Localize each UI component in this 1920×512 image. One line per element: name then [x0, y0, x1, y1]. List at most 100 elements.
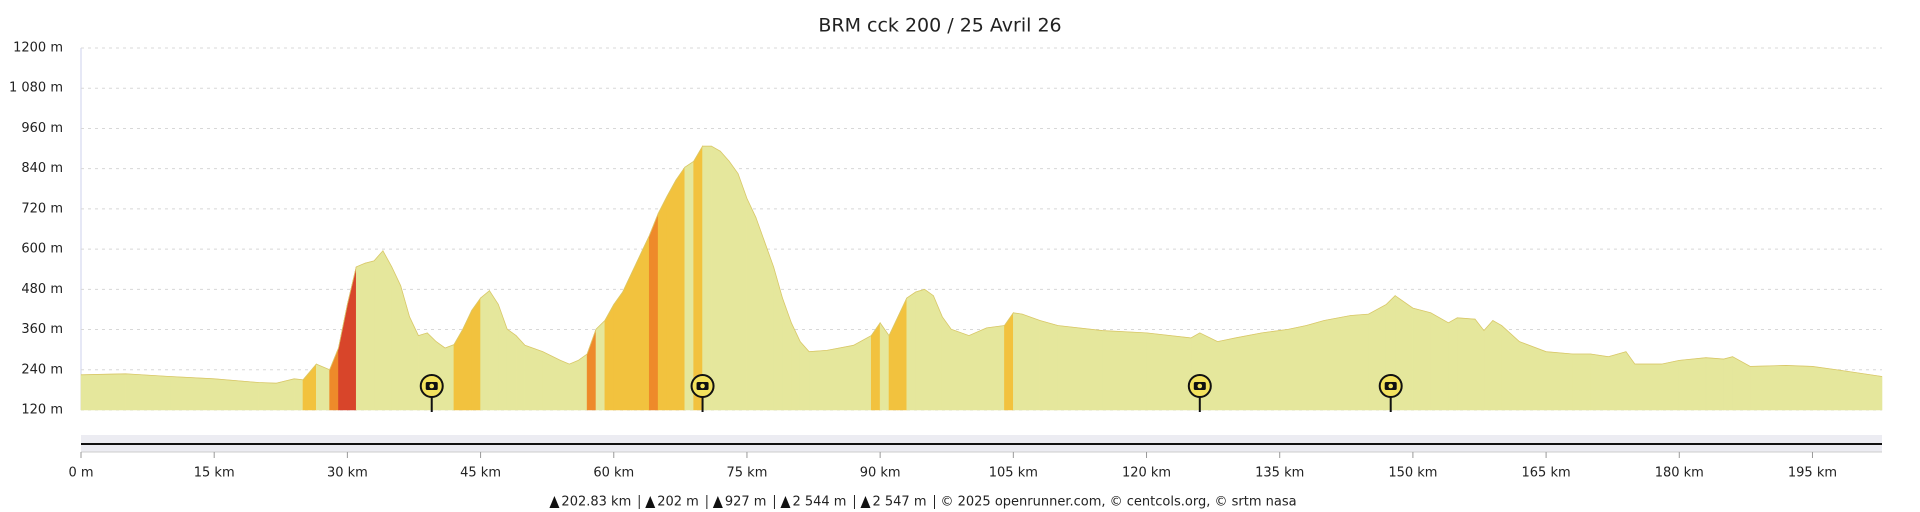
elevation-segment — [471, 297, 481, 411]
photo-marker[interactable] — [1187, 374, 1212, 412]
elevation-segment — [666, 179, 677, 411]
elevation-segment — [657, 196, 668, 411]
elevation-segment — [293, 378, 304, 411]
elevation-segment — [489, 289, 499, 411]
elevation-segment — [524, 344, 544, 411]
elevation-segment — [631, 254, 641, 411]
footer: 202.83 km 202 m 927 m 2 544 m 2 547 m © 2025 … — [549, 495, 1297, 510]
elevation-segment — [604, 304, 615, 411]
chart-title: BRM cck 200 / 25 Avril 26 — [818, 15, 1061, 37]
elevation-segment — [1146, 332, 1192, 411]
x-tick-label: 150 km — [1388, 466, 1437, 481]
elevation-area — [80, 145, 1883, 411]
elevation-segment — [737, 173, 748, 411]
elevation-segment — [338, 304, 348, 411]
elevation-segment — [80, 373, 126, 411]
elevation-segment — [1572, 353, 1591, 411]
x-tick-label: 30 km — [327, 466, 368, 481]
elevation-segment — [755, 217, 766, 411]
elevation-segment — [515, 334, 526, 411]
elevation-segment — [355, 262, 366, 411]
elevation-segment — [373, 249, 384, 411]
elevation-line — [80, 145, 1883, 384]
elevation-segment — [1190, 332, 1201, 411]
elevation-segment — [773, 266, 783, 411]
photo-marker[interactable] — [690, 374, 715, 412]
x-tick-label: 135 km — [1255, 466, 1304, 481]
elevation-segment — [506, 328, 517, 411]
elevation-segment — [462, 310, 472, 411]
footer-stat: 2 544 m — [792, 495, 846, 510]
elevation-segment — [1306, 320, 1325, 411]
elevation-segment — [915, 288, 925, 411]
elevation-segment — [1705, 357, 1724, 411]
elevation-segment — [764, 241, 774, 411]
elevation-segment — [1057, 325, 1103, 411]
elevation-segment — [498, 304, 508, 411]
elevation-segment — [782, 297, 792, 411]
stat-icon — [645, 496, 656, 508]
x-tick-label: 165 km — [1522, 466, 1571, 481]
elevation-segment — [1430, 312, 1449, 411]
elevation-segment — [1217, 337, 1236, 411]
camera-lens — [1197, 383, 1203, 389]
elevation-segment — [391, 266, 401, 411]
elevation-segment — [1519, 341, 1547, 411]
elevation-segment — [1590, 353, 1609, 411]
elevation-segment — [542, 351, 561, 411]
elevation-segment — [1013, 312, 1023, 411]
x-tick-label: 90 km — [860, 466, 901, 481]
camera-lens — [1388, 383, 1394, 389]
elevation-segment — [986, 325, 1005, 411]
camera-lens — [700, 383, 705, 389]
elevation-segment — [799, 340, 810, 411]
elevation-segment — [808, 350, 828, 411]
y-tick-label: 120 m — [21, 403, 63, 418]
elevation-segment — [258, 382, 277, 411]
photo-marker[interactable] — [1378, 374, 1403, 412]
elevation-segment — [1785, 365, 1813, 411]
elevation-segment — [364, 260, 375, 411]
y-tick-label: 480 m — [21, 282, 63, 297]
elevation-segment — [418, 332, 428, 411]
footer-credits: © 2025 openrunner.com, © centcols.org, ©… — [940, 495, 1296, 510]
elevation-segment — [1412, 307, 1431, 411]
x-tick-label: 105 km — [989, 466, 1038, 481]
elevation-segment — [1812, 366, 1840, 411]
y-tick-label: 960 m — [21, 121, 63, 136]
stat-icon — [860, 496, 871, 508]
elevation-segment — [560, 359, 570, 411]
y-tick-label: 240 m — [21, 362, 63, 377]
elevation-segment — [924, 288, 934, 411]
elevation-segment — [347, 266, 357, 411]
elevation-segment — [1288, 325, 1307, 411]
elevation-segment — [1545, 351, 1574, 411]
elevation-segment — [1039, 320, 1059, 411]
x-tick-label: 60 km — [593, 466, 634, 481]
elevation-segment — [382, 250, 393, 411]
elevation-segment — [950, 328, 970, 411]
elevation-segment — [888, 316, 899, 411]
elevation-segment — [1474, 318, 1485, 411]
elevation-segment — [316, 363, 330, 411]
elevation-segment — [684, 160, 694, 411]
elevation-segment — [480, 290, 490, 411]
elevation-segment — [302, 363, 317, 411]
x-tick-label: 180 km — [1655, 466, 1704, 481]
elevation-segment — [1838, 369, 1883, 411]
y-tick-label: 600 m — [21, 242, 63, 257]
elevation-segment — [1199, 332, 1218, 411]
elevation-segment — [1625, 350, 1636, 411]
elevation-segment — [906, 291, 916, 411]
photo-marker[interactable] — [419, 374, 444, 412]
elevation-segment — [870, 321, 881, 411]
footer-stat: 2 547 m — [872, 495, 926, 510]
elevation-segment — [1492, 319, 1502, 411]
elevation-segment — [329, 347, 339, 411]
elevation-segment — [1323, 315, 1352, 411]
x-tick-label: 120 km — [1122, 466, 1171, 481]
elevation-segment — [640, 235, 650, 411]
elevation-segment — [409, 316, 419, 411]
elevation-segment — [1750, 365, 1787, 411]
footer-stat: 927 m — [725, 495, 767, 510]
